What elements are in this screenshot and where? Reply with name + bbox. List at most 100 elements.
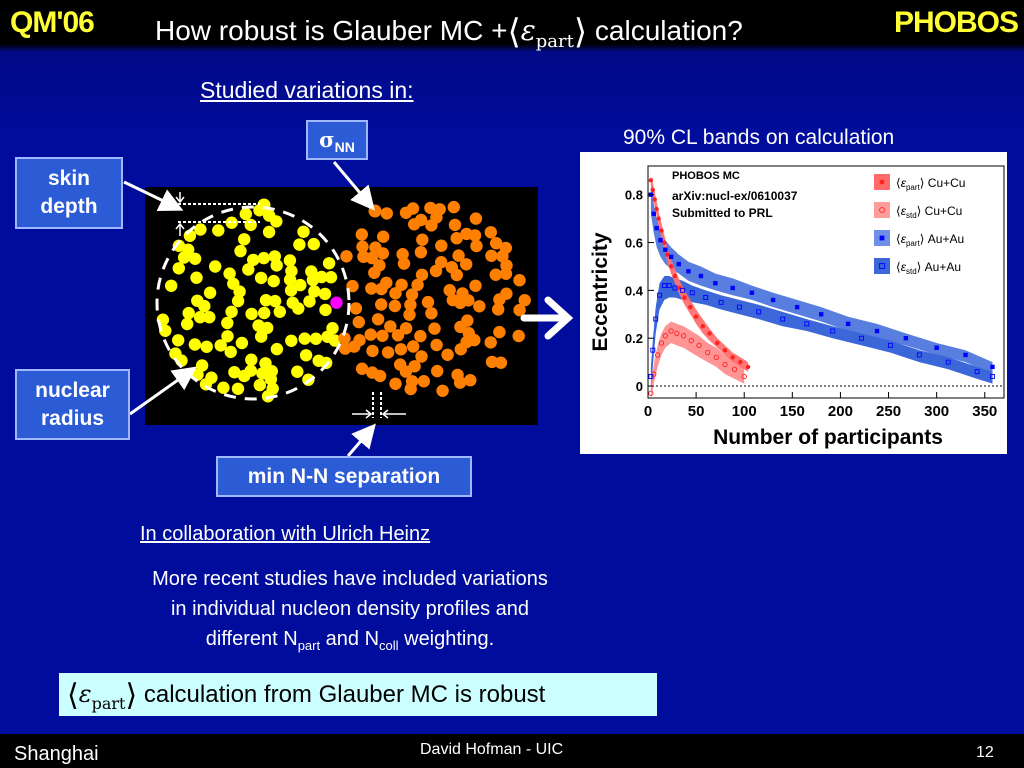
- nucleus-a-nucleon: [194, 223, 207, 236]
- nucleus-b-nucleon: [355, 228, 368, 241]
- data-point-series-3: [657, 292, 662, 298]
- nucleus-b-nucleon: [397, 257, 411, 270]
- skin-depth-label: skin depth: [15, 157, 123, 229]
- nuclear-radius-label: nuclear radius: [15, 369, 130, 440]
- legend-label: ⟨εpart⟩ Cu+Cu: [896, 176, 965, 192]
- nuclear-radius-circle: [155, 205, 351, 401]
- nucleus-b-nucleon: [464, 374, 477, 387]
- data-point-series-3: [804, 321, 810, 327]
- nucleus-a-nucleon: [283, 254, 297, 267]
- data-point-series-0: [722, 347, 728, 353]
- data-point-series-1: [674, 330, 680, 337]
- nucleus-b-nucleon: [411, 278, 424, 292]
- data-point-series-2: [770, 297, 776, 303]
- recent-line3-after: weighting.: [398, 628, 495, 650]
- y-tick-label: 0.4: [625, 283, 644, 298]
- data-point-series-2: [651, 211, 656, 217]
- nucleus-a-nucleon: [221, 330, 234, 343]
- data-point-series-3: [780, 316, 786, 322]
- recent-studies-line3: different Npart and Ncoll weighting.: [70, 624, 630, 661]
- nucleus-b-nucleon: [443, 284, 456, 297]
- data-point-series-1: [705, 349, 711, 356]
- data-point-series-3: [859, 335, 865, 341]
- plot-header-line2: arXiv:nucl-ex/0610037: [672, 189, 798, 203]
- nucleus-b-nucleon: [496, 250, 509, 263]
- data-point-series-0: [668, 264, 674, 269]
- data-point-series-3: [653, 316, 659, 322]
- nucleus-a-nucleon: [239, 207, 252, 221]
- data-point-series-1: [722, 361, 728, 368]
- data-point-series-1: [648, 390, 654, 396]
- nucleus-b-nucleon: [470, 239, 483, 253]
- nucleus-a-nucleon: [297, 225, 310, 238]
- data-point-series-0: [659, 228, 664, 233]
- data-point-series-0: [707, 331, 712, 336]
- data-point-series-2: [749, 290, 755, 295]
- nucleus-b-nucleon: [428, 322, 441, 335]
- min-separation-arrow-left-icon: [381, 409, 406, 419]
- nuclear-radius-line1: nuclear: [35, 379, 110, 402]
- data-point-series-3: [703, 295, 709, 300]
- nucleus-b-nucleon: [500, 287, 513, 300]
- nucleus-a-nucleon: [225, 305, 238, 318]
- data-point-series-0: [730, 355, 735, 360]
- nucleus-b-nucleon: [450, 232, 463, 245]
- data-point-series-3: [661, 283, 667, 289]
- nucleus-b-nucleon: [404, 298, 417, 311]
- title-left-angle: ⟨: [507, 12, 521, 52]
- nucleus-a-nucleon: [221, 316, 234, 330]
- nucleus-b-nucleon: [406, 202, 420, 215]
- nucleus-b-nucleon: [352, 315, 365, 329]
- nucleus-a-nucleon: [319, 303, 332, 317]
- nucleus-b-nucleon: [430, 338, 443, 352]
- data-point-series-3: [756, 309, 762, 315]
- x-tick-label: 250: [876, 403, 901, 420]
- nucleus-a-nucleon: [172, 262, 185, 275]
- nucleus-b-nucleon: [414, 246, 428, 259]
- data-point-series-0: [656, 216, 661, 221]
- nucleus-b-nucleon: [366, 344, 379, 358]
- nucleus-b-nucleon: [415, 268, 429, 281]
- data-point-series-2: [903, 336, 909, 341]
- nucleus-a-nucleon: [263, 209, 276, 222]
- nucleus-a-nucleon: [318, 287, 332, 301]
- nucleus-b-nucleon: [416, 233, 429, 246]
- data-point-series-0: [738, 359, 743, 365]
- data-point-series-2: [698, 273, 704, 279]
- nucleus-a-nucleon: [268, 250, 281, 263]
- nucleus-b-nucleon: [452, 249, 465, 262]
- data-point-series-3: [650, 347, 656, 353]
- nucleus-a-nucleon: [267, 274, 280, 288]
- nucleus-b-nucleon: [421, 295, 435, 309]
- nucleus-b-nucleon: [462, 327, 475, 340]
- nucleus-a-nucleon: [273, 305, 286, 318]
- nucleus-a-nucleon: [285, 264, 298, 278]
- nucleus-a-nucleon: [245, 307, 258, 321]
- nucleus-a-nucleon: [286, 296, 299, 309]
- nucleus-a-nucleon: [177, 251, 191, 264]
- nucleus-b-nucleon: [349, 302, 363, 315]
- nucleus-a-nucleon: [305, 265, 318, 278]
- nucleus-b-nucleon: [391, 329, 405, 342]
- nucleus-a-nucleon: [172, 239, 186, 252]
- nucleus-b-nucleon: [405, 375, 419, 388]
- nucleus-a-nucleon: [291, 365, 304, 378]
- nucleus-a-nucleon: [182, 306, 195, 320]
- title-subscript-part: part: [535, 31, 574, 52]
- nucleus-b-nucleon: [388, 299, 402, 313]
- nucleus-a-nucleon: [262, 225, 276, 239]
- nucleus-b-nucleon: [431, 364, 444, 378]
- conclusion-right-angle: ⟩: [125, 678, 138, 713]
- nucleus-b-nucleon: [424, 201, 437, 215]
- nucleus-a-nucleon: [245, 353, 258, 366]
- eccentricity-plot: 0 0.2 0.4 0.6 0.8 0 50 100 150 200 250 300 350 PHOB…: [580, 152, 1007, 454]
- x-tick-label: 0: [644, 403, 652, 420]
- nucleus-b-nucleon: [376, 247, 390, 260]
- data-point-series-3: [974, 369, 980, 375]
- data-point-series-2: [818, 312, 824, 317]
- nucleus-a-nucleon: [259, 357, 272, 370]
- data-point-series-1: [658, 340, 665, 346]
- data-point-series-3: [666, 283, 672, 289]
- nucleus-a-nucleon: [195, 359, 209, 372]
- sigma-nn-label: σNN: [306, 120, 368, 160]
